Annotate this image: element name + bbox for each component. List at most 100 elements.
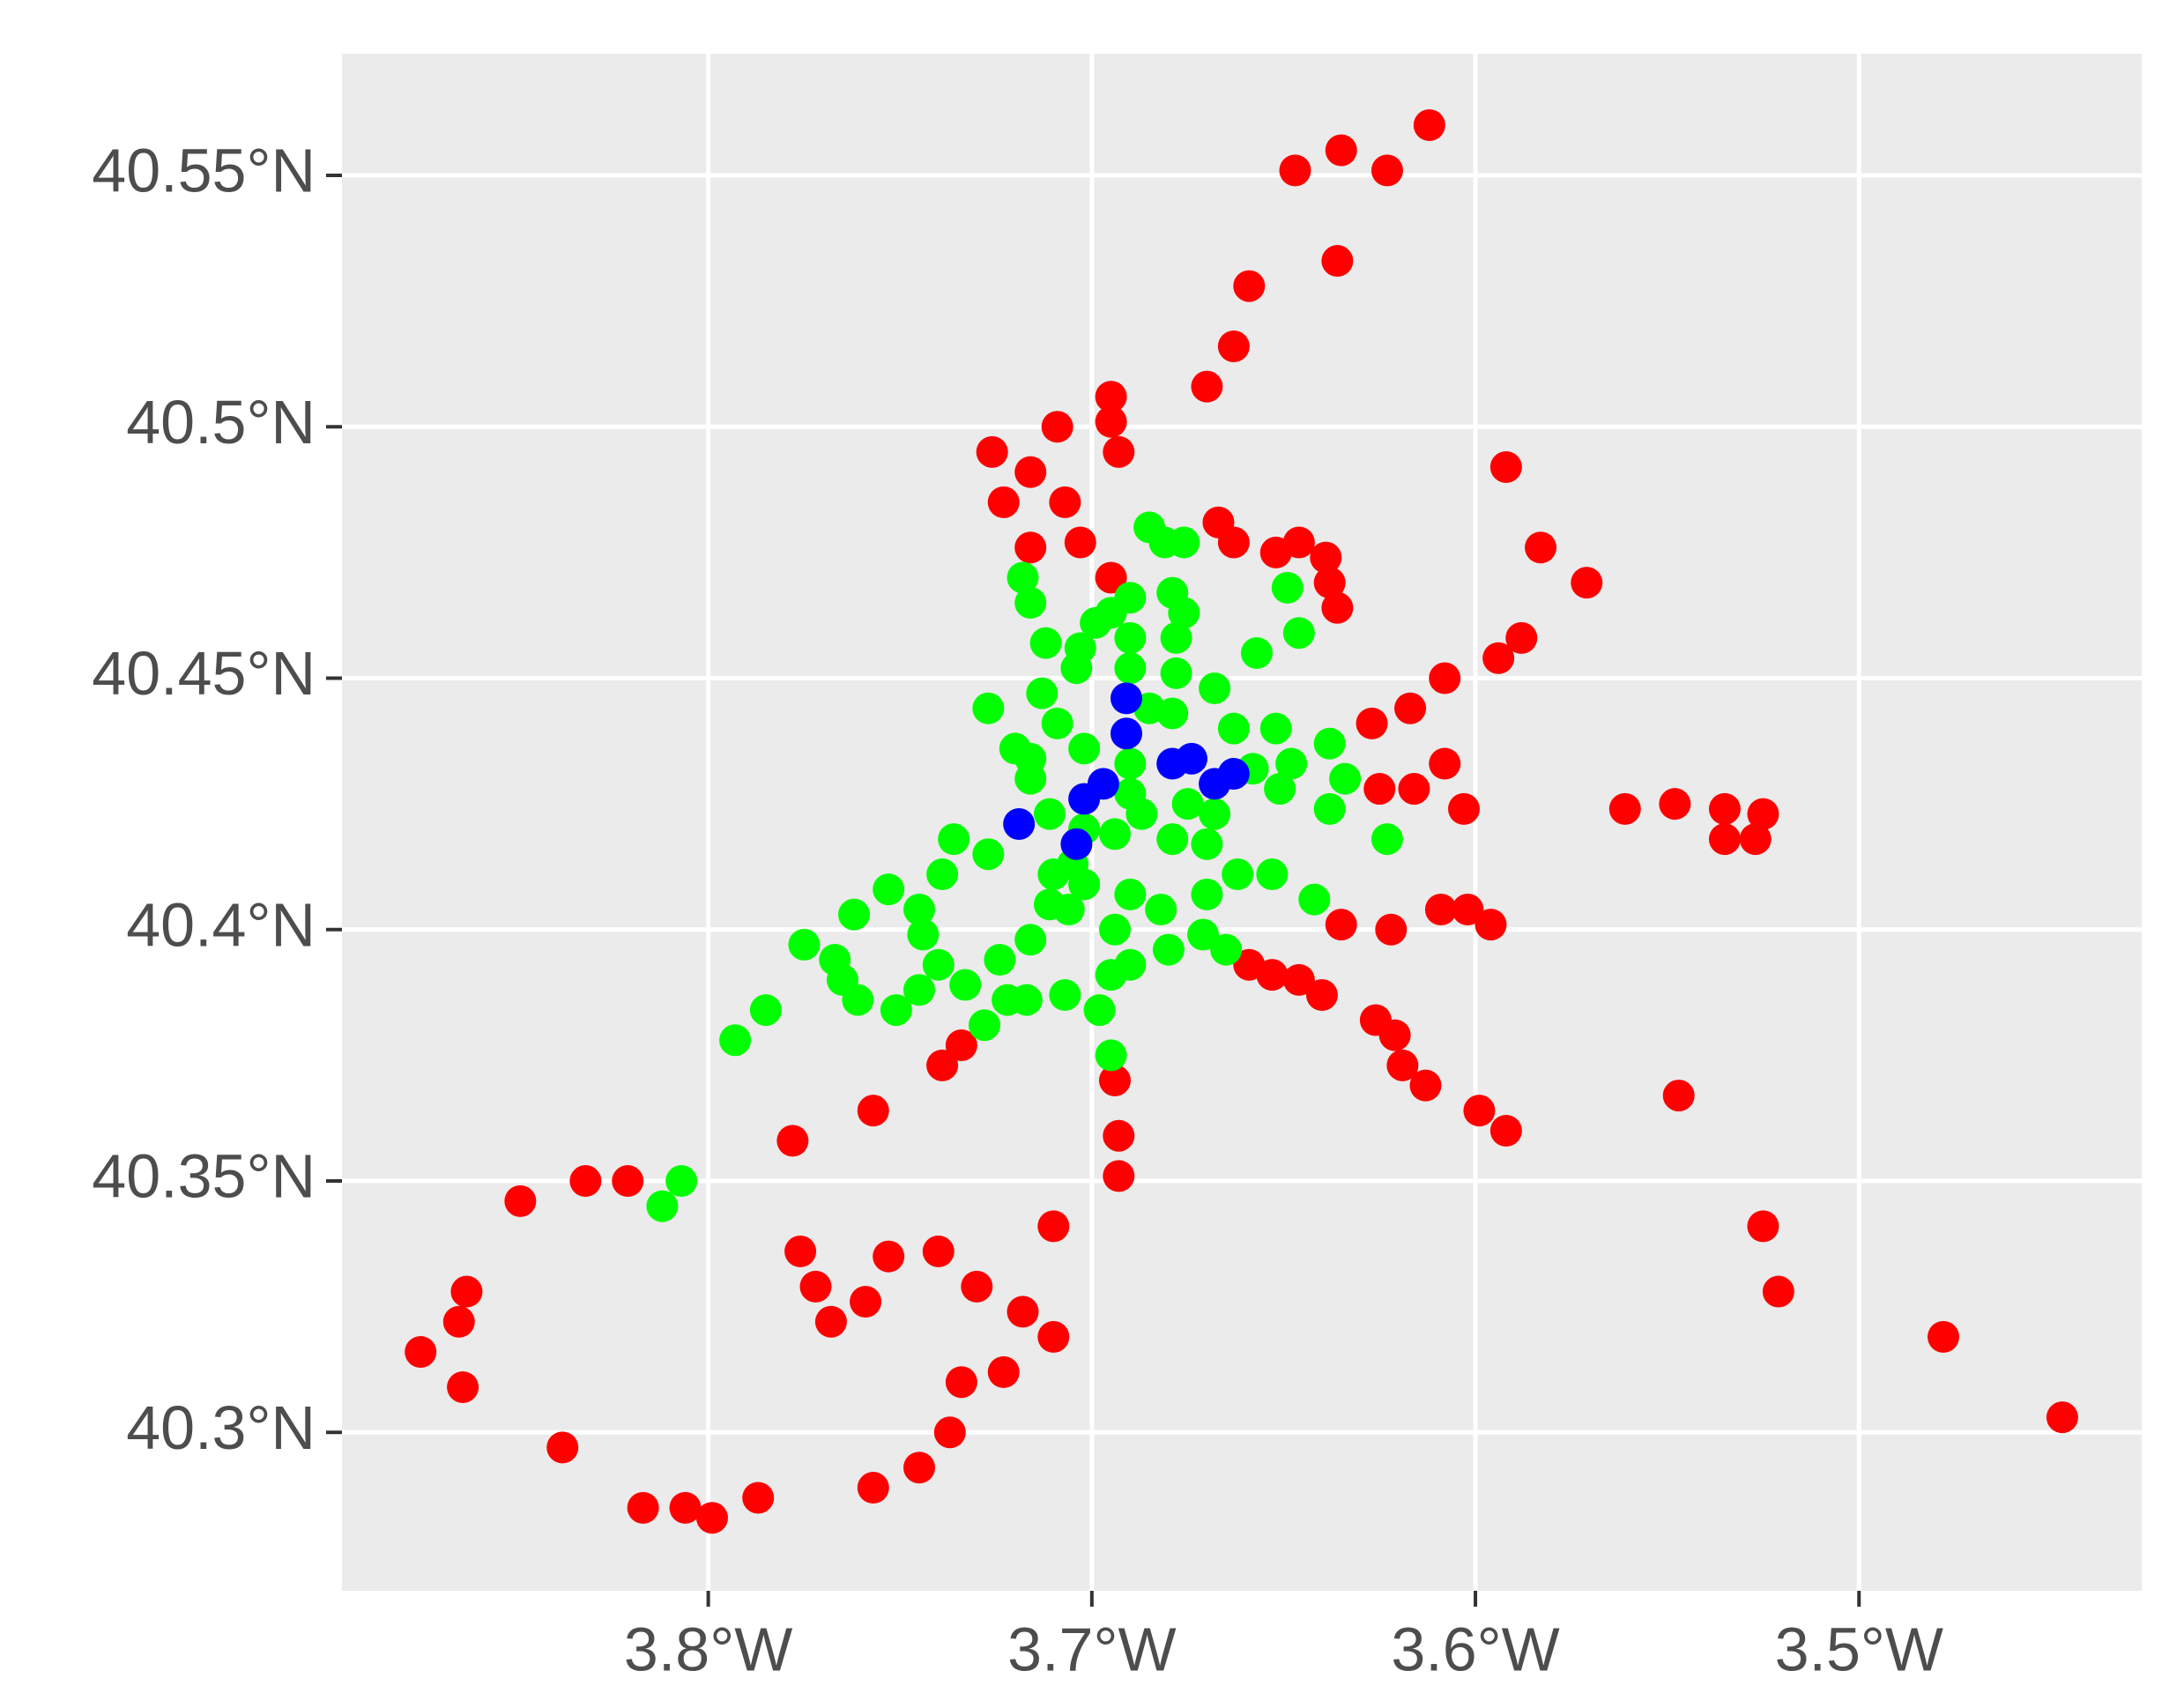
point	[1026, 677, 1059, 709]
point	[1199, 798, 1231, 830]
point	[972, 838, 1005, 871]
point	[922, 948, 955, 981]
point	[1413, 109, 1445, 142]
point	[1029, 627, 1062, 659]
point	[1111, 682, 1143, 715]
point	[961, 1270, 993, 1303]
point	[1240, 637, 1273, 670]
point	[907, 918, 940, 951]
point	[1708, 792, 1741, 825]
point	[1175, 742, 1207, 775]
point	[1525, 531, 1557, 564]
point	[903, 974, 935, 1006]
point	[1264, 773, 1296, 806]
point	[1003, 807, 1036, 840]
point	[1375, 913, 1408, 946]
point	[1482, 642, 1515, 674]
point	[1014, 586, 1047, 619]
point	[1007, 561, 1039, 594]
point	[968, 1009, 1000, 1042]
point	[1064, 632, 1096, 665]
point	[1049, 978, 1081, 1011]
point	[1098, 818, 1131, 850]
point	[1168, 526, 1200, 559]
point	[1378, 1019, 1411, 1051]
point	[1321, 245, 1354, 278]
point	[442, 1305, 475, 1338]
y-tick-label: 40.55°N	[92, 137, 316, 205]
point	[1037, 858, 1070, 891]
point	[1282, 526, 1315, 559]
point	[719, 1024, 752, 1057]
point	[612, 1165, 644, 1198]
y-tick-label: 40.3°N	[126, 1393, 316, 1462]
point	[1429, 747, 1461, 780]
point	[1210, 933, 1243, 966]
point	[1191, 370, 1223, 403]
point	[850, 1285, 882, 1318]
point	[405, 1336, 437, 1369]
point	[504, 1184, 537, 1217]
point	[450, 1275, 483, 1308]
point	[1325, 909, 1357, 941]
panel	[342, 54, 2142, 1591]
point	[1256, 858, 1289, 891]
point	[1103, 1119, 1135, 1152]
point	[1060, 828, 1093, 860]
point	[1103, 1160, 1135, 1192]
point	[857, 1472, 889, 1504]
point	[1259, 712, 1292, 745]
point	[984, 944, 1016, 977]
point	[665, 1165, 698, 1198]
point	[987, 1355, 1020, 1388]
point	[1033, 798, 1066, 830]
point	[1363, 773, 1396, 806]
point	[1747, 1210, 1779, 1243]
point	[1747, 798, 1779, 830]
point	[1160, 657, 1192, 689]
point	[1452, 893, 1484, 925]
point	[1041, 411, 1073, 443]
point	[1659, 788, 1691, 821]
point	[1325, 134, 1357, 167]
point	[926, 858, 959, 891]
point	[1010, 984, 1043, 1016]
point	[1217, 757, 1250, 790]
point	[569, 1165, 602, 1198]
point	[873, 873, 905, 906]
point	[945, 1366, 977, 1399]
point	[814, 1305, 847, 1338]
point	[776, 1125, 809, 1157]
point	[1305, 978, 1338, 1011]
point	[784, 1235, 817, 1267]
point	[1463, 1095, 1496, 1127]
point	[1152, 933, 1185, 966]
point	[972, 692, 1005, 724]
point	[949, 969, 982, 1001]
point	[627, 1491, 659, 1524]
point	[799, 1270, 832, 1303]
point	[1114, 948, 1147, 981]
point	[1608, 792, 1641, 825]
point	[903, 893, 935, 925]
point	[1111, 717, 1143, 750]
point	[1087, 768, 1119, 800]
point	[1095, 405, 1127, 438]
point	[976, 435, 1008, 468]
point	[1037, 1210, 1070, 1243]
point	[1171, 788, 1204, 821]
point	[838, 898, 871, 931]
point	[1187, 918, 1220, 951]
point	[1282, 963, 1315, 996]
point	[1313, 792, 1346, 825]
point	[1762, 1275, 1794, 1308]
point	[749, 994, 782, 1027]
point	[669, 1491, 702, 1524]
point	[1386, 1049, 1419, 1081]
point	[1014, 456, 1047, 488]
point	[1489, 1114, 1522, 1147]
point	[1083, 994, 1116, 1027]
point	[1160, 621, 1192, 654]
point	[1321, 591, 1354, 624]
